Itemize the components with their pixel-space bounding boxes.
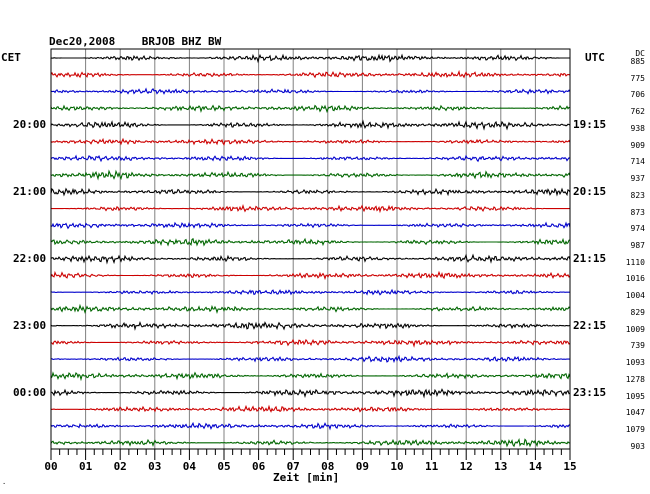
dc-offset-value: 1093 — [625, 358, 645, 368]
dc-offset-value: 1095 — [625, 391, 645, 401]
dc-offset-value: 1009 — [625, 324, 645, 334]
x-tick-label: 04 — [182, 460, 197, 473]
dc-offset-value: 909 — [630, 140, 645, 150]
x-tick-label: 07 — [286, 460, 300, 473]
x-tick-label: 14 — [528, 460, 543, 473]
x-tick-label: 11 — [424, 460, 439, 473]
seismic-trace — [50, 320, 571, 331]
seismic-trace — [50, 388, 571, 399]
dc-offset-value: 739 — [630, 341, 645, 351]
x-tick-label: 02 — [113, 460, 127, 473]
dc-offset-value: 762 — [630, 107, 645, 117]
seismic-trace — [50, 119, 571, 131]
x-tick-label: 09 — [355, 460, 370, 473]
dc-offset-value: 829 — [630, 307, 645, 317]
x-tick-label: 10 — [390, 460, 404, 473]
utc-time-label: 23:15 — [573, 385, 607, 399]
seismic-trace — [50, 270, 571, 281]
seismic-trace — [50, 237, 571, 247]
utc-time-label: 22:15 — [573, 318, 607, 332]
seismic-trace — [50, 404, 571, 413]
seismic-trace — [50, 187, 571, 197]
corner-mark: . — [2, 478, 7, 486]
dc-offset-value: 1110 — [625, 257, 645, 267]
dc-offset-value: 974 — [630, 224, 645, 234]
seismic-trace — [50, 104, 571, 114]
dc-offset-value: 706 — [630, 90, 645, 100]
x-tick-label: 06 — [251, 460, 266, 473]
cet-time-label: 00:00 — [13, 385, 47, 399]
dc-offset-value: 903 — [630, 441, 645, 451]
page-title: Dec20,2008 BRJOB BHZ BW — [49, 35, 222, 48]
seismic-trace — [50, 303, 571, 314]
dc-offset-value: 937 — [630, 174, 645, 184]
seismic-trace — [50, 371, 571, 382]
seismic-trace — [50, 87, 571, 95]
seismic-trace — [50, 253, 571, 265]
dc-offset-value: 714 — [630, 157, 645, 167]
dc-offset-value: 823 — [630, 190, 645, 200]
seismic-trace — [50, 288, 570, 296]
utc-time-label: 21:15 — [573, 251, 607, 265]
grid-lines — [85, 49, 536, 449]
seismic-trace — [50, 338, 571, 348]
dc-offset-value: 1016 — [625, 274, 645, 284]
x-axis-label: Zeit [min] — [273, 471, 340, 484]
dc-label: DC — [635, 49, 645, 58]
seismic-trace — [50, 354, 571, 364]
seismic-trace — [50, 69, 571, 79]
seismic-trace — [50, 154, 571, 163]
dc-offset-value: 987 — [630, 241, 645, 251]
x-tick-label: 08 — [321, 460, 335, 473]
seismic-trace — [50, 53, 570, 64]
seismic-trace — [50, 221, 571, 230]
seismic-trace — [50, 421, 571, 431]
x-tick-label: 15 — [563, 460, 577, 473]
x-tick-label: 01 — [78, 460, 93, 473]
x-tick-label: 12 — [459, 460, 473, 473]
trace-layer — [50, 53, 571, 448]
x-tick-label: 13 — [494, 460, 508, 473]
dc-offset-value: 938 — [630, 123, 645, 133]
seismic-trace — [50, 438, 571, 448]
dc-offset-value: 1278 — [625, 374, 645, 384]
utc-time-label: 20:15 — [573, 184, 607, 198]
cet-time-label: 21:00 — [13, 184, 47, 198]
x-tick-label: 00 — [44, 460, 58, 473]
seismic-trace — [50, 204, 571, 214]
dc-offset-value: 1079 — [625, 425, 645, 435]
x-axis-ticks — [50, 449, 571, 460]
dc-offset-value: 775 — [630, 73, 645, 83]
dc-offset-value: 1004 — [625, 291, 645, 301]
utc-time-label: 19:15 — [573, 117, 607, 131]
cet-label: CET — [1, 51, 21, 64]
seismic-trace — [50, 137, 571, 146]
dc-offset-value: 1047 — [625, 408, 645, 418]
cet-time-label: 23:00 — [13, 318, 47, 332]
dc-offset-value: 873 — [630, 207, 645, 217]
cet-time-label: 20:00 — [13, 117, 47, 131]
dc-offset-value: 885 — [630, 57, 645, 66]
cet-time-label: 22:00 — [13, 251, 47, 265]
seismic-trace — [50, 169, 571, 181]
utc-label: UTC — [585, 51, 605, 64]
x-tick-label: 05 — [217, 460, 231, 473]
x-tick-label: 03 — [148, 460, 162, 473]
